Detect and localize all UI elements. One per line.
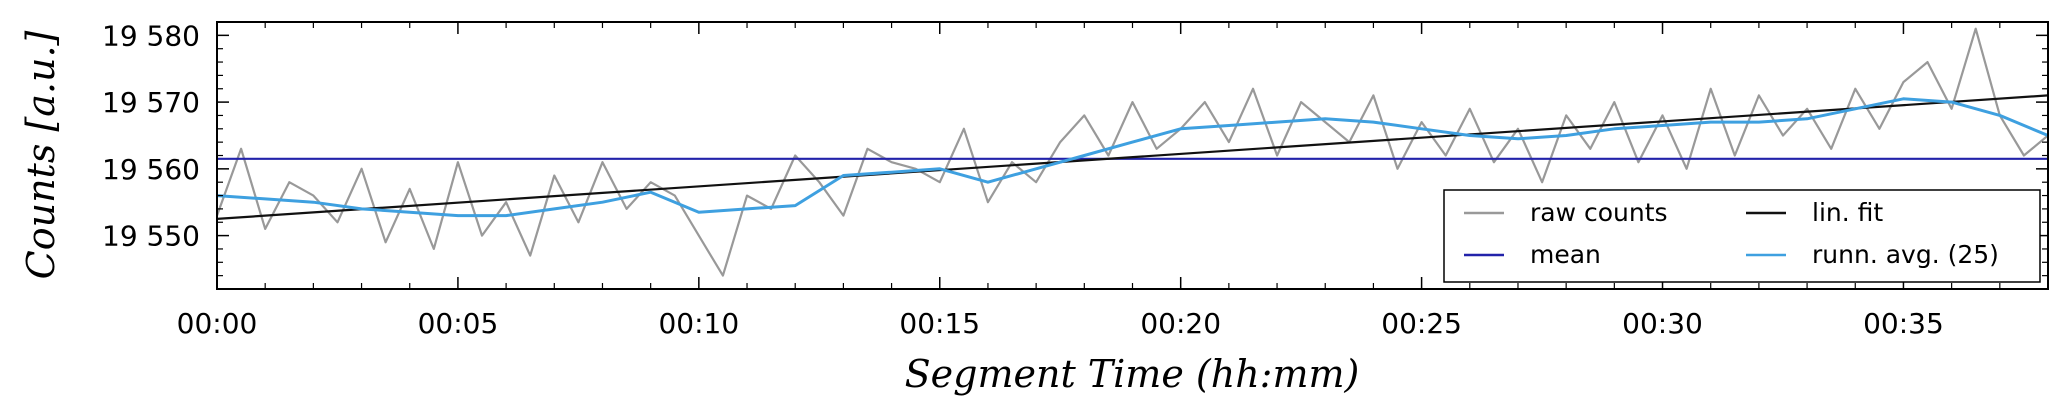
x-tick-label: 00:35 bbox=[1863, 307, 1944, 340]
legend-label-mean: mean bbox=[1530, 240, 1601, 269]
legend-entry-lin-fit: lin. fit bbox=[1746, 198, 1883, 227]
legend-label-running-average: runn. avg. (25) bbox=[1812, 240, 1999, 269]
legend-label-lin-fit: lin. fit bbox=[1812, 198, 1883, 227]
y-axis-title: Counts [a.u.] bbox=[19, 30, 63, 279]
labels-layer: 00:00 00:05 00:10 00:15 00:20 00:25 00:30 00:35… bbox=[102, 19, 1944, 340]
y-tick-label: 19 570 bbox=[102, 86, 200, 119]
legend-entry-running-average: runn. avg. (25) bbox=[1746, 240, 1999, 269]
y-tick-label: 19 550 bbox=[102, 220, 200, 253]
legend-entry-mean: mean bbox=[1464, 240, 1601, 269]
series-raw-counts-line bbox=[217, 27, 2048, 277]
x-axis-title: Segment Time (hh:mm) bbox=[905, 352, 1360, 396]
y-tick-label: 19 560 bbox=[102, 153, 200, 186]
x-tick-label: 00:05 bbox=[418, 307, 499, 340]
series-layer bbox=[217, 27, 2048, 277]
legend-box bbox=[1443, 189, 2041, 283]
legend: raw counts lin. fit mean runn. avg. (25) bbox=[1443, 189, 2041, 283]
y-tick-label: 19 580 bbox=[102, 19, 200, 52]
x-tick-label: 00:30 bbox=[1622, 307, 1703, 340]
x-tick-label: 00:10 bbox=[658, 307, 739, 340]
series-lin-fit-line bbox=[217, 94, 2048, 220]
x-tick-label: 00:20 bbox=[1140, 307, 1221, 340]
ticks-layer bbox=[216, 21, 2049, 290]
series-running-average-line bbox=[217, 97, 2048, 218]
x-tick-label: 00:00 bbox=[177, 307, 258, 340]
x-tick-label: 00:15 bbox=[899, 307, 980, 340]
legend-label-raw-counts: raw counts bbox=[1530, 198, 1668, 227]
x-tick-label: 00:25 bbox=[1381, 307, 1462, 340]
legend-entry-raw-counts: raw counts bbox=[1464, 198, 1668, 227]
